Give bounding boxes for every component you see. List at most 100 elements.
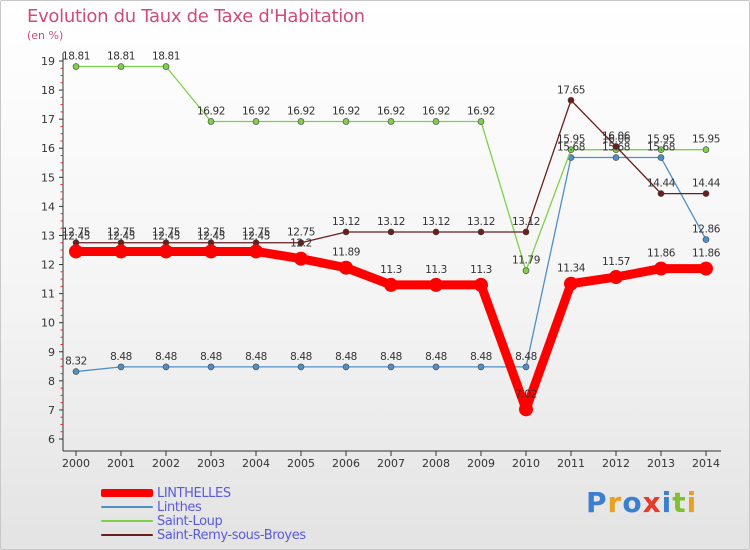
x-tick-label: 2002 [152, 457, 180, 470]
legend-swatch [101, 520, 153, 522]
data-label: 12.2 [290, 238, 312, 250]
data-label: 8.32 [65, 356, 87, 368]
data-point [72, 368, 80, 375]
data-point [297, 363, 305, 371]
y-tick-label: 17 [41, 113, 55, 126]
data-point [72, 63, 80, 70]
data-label: 12.45 [242, 230, 270, 242]
data-point [477, 363, 485, 371]
data-label: 16.92 [242, 105, 270, 117]
data-point [432, 228, 440, 236]
data-point [477, 118, 485, 125]
data-point [522, 363, 530, 371]
data-point [117, 363, 125, 371]
data-point [297, 118, 305, 125]
data-point [522, 267, 530, 274]
logo-letter: P [586, 486, 608, 519]
data-point [702, 146, 710, 153]
legend-label: LINTHELLES [157, 485, 231, 501]
data-point [657, 154, 665, 161]
data-point [342, 228, 350, 236]
legend-label: Saint-Remy-sous-Broyes [157, 527, 306, 543]
data-label: 11.57 [602, 256, 630, 268]
data-point [252, 363, 260, 371]
x-tick-label: 2001 [107, 457, 135, 470]
data-point [609, 270, 623, 285]
data-label: 8.48 [245, 351, 267, 363]
data-label: 16.92 [332, 105, 360, 117]
y-tick-label: 6 [48, 433, 55, 446]
legend-label: Saint-Loup [157, 513, 223, 529]
y-tick-label: 11 [41, 288, 55, 301]
data-label: 8.48 [200, 351, 222, 363]
data-point [249, 244, 263, 259]
data-point [342, 363, 350, 371]
data-label: 16.92 [197, 105, 225, 117]
data-label: 18.81 [62, 51, 90, 63]
data-label: 11.86 [647, 248, 676, 260]
x-tick-label: 2011 [557, 457, 585, 470]
x-tick-label: 2003 [197, 457, 225, 470]
data-point [159, 244, 173, 259]
data-point [567, 146, 575, 153]
data-label: 12.45 [62, 230, 90, 242]
data-point [387, 363, 395, 371]
data-point [564, 276, 578, 291]
data-point [429, 277, 443, 292]
data-point [432, 118, 440, 125]
data-label: 15.95 [557, 134, 585, 146]
x-tick-label: 2000 [62, 457, 90, 470]
y-tick-label: 19 [41, 55, 55, 68]
data-label: 11.3 [470, 264, 492, 276]
data-label: 16.06 [602, 130, 631, 142]
data-label: 15.95 [692, 134, 720, 146]
x-tick-label: 2005 [287, 457, 315, 470]
data-point [204, 244, 218, 259]
data-label: 14.44 [692, 178, 721, 190]
logo-letter: o [622, 486, 643, 519]
y-tick-label: 9 [48, 346, 55, 359]
data-point [612, 154, 620, 161]
data-point [387, 228, 395, 236]
data-label: 12.45 [107, 230, 135, 242]
data-label: 11.34 [557, 263, 586, 275]
data-label: 18.81 [152, 51, 180, 63]
data-point [162, 63, 170, 70]
y-tick-label: 12 [41, 259, 55, 272]
legend-swatch [101, 506, 153, 508]
data-point [252, 118, 260, 125]
legend-item: Linthes [101, 499, 306, 515]
data-label: 15.68 [647, 142, 675, 154]
x-tick-label: 2007 [377, 457, 405, 470]
data-label: 16.06 [602, 134, 631, 146]
data-label: 11.79 [512, 255, 540, 267]
data-label: 8.48 [155, 351, 177, 363]
data-label: 13.12 [377, 216, 405, 228]
data-label: 8.48 [515, 351, 537, 363]
data-point [69, 244, 83, 259]
legend: LINTHELLES Linthes Saint-Loup Saint-Remy-so… [101, 485, 306, 543]
data-label: 18.81 [107, 51, 135, 63]
y-tick-label: 14 [41, 200, 55, 213]
logo-letter: x [642, 486, 662, 519]
data-point [294, 251, 308, 266]
data-label: 12.45 [152, 230, 180, 242]
data-point [567, 96, 575, 104]
data-label: 11.3 [425, 264, 447, 276]
x-tick-label: 2008 [422, 457, 450, 470]
data-label: 8.48 [380, 351, 402, 363]
data-label: 14.44 [647, 178, 676, 190]
data-point [432, 363, 440, 371]
data-label: 11.86 [692, 248, 721, 260]
data-point [384, 277, 398, 292]
legend-label: Linthes [157, 499, 202, 515]
data-label: 11.3 [380, 264, 402, 276]
legend-swatch [101, 489, 153, 497]
legend-item: Saint-Loup [101, 513, 306, 529]
data-label: 11.89 [332, 247, 360, 259]
data-point [522, 228, 530, 236]
data-point [654, 261, 668, 276]
y-tick-label: 10 [41, 317, 55, 330]
